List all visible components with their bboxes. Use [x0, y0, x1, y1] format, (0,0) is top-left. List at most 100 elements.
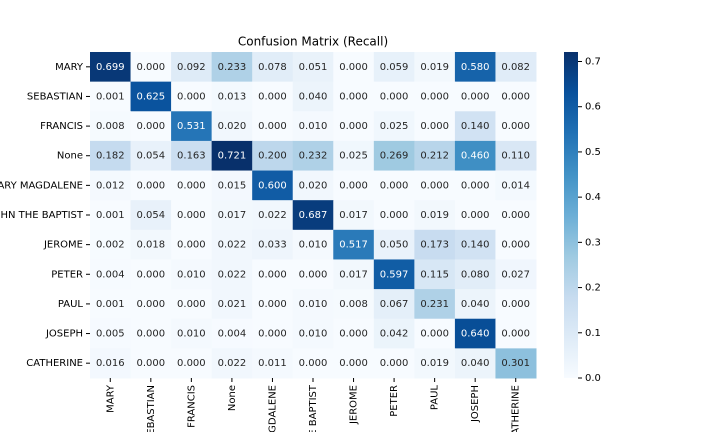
cell-label: 0.010: [299, 121, 328, 132]
cell-label: 0.140: [461, 121, 490, 132]
cell-label: 0.010: [299, 329, 328, 340]
heatmap-cell: [333, 259, 375, 290]
cell-label: 0.000: [177, 358, 206, 369]
cell-label: 0.000: [177, 240, 206, 251]
heatmap-cell: [252, 318, 294, 349]
cell-label: 0.022: [258, 210, 287, 221]
cell-label: 0.000: [136, 299, 165, 310]
cell-label: 0.040: [461, 299, 490, 310]
x-tick-label: PAUL: [430, 385, 441, 411]
heatmap-cell: [211, 140, 253, 172]
heatmap-cell: [454, 111, 496, 142]
cell-label: 0.232: [299, 151, 328, 162]
cell-label: 0.000: [177, 91, 206, 102]
cell-label: 0.033: [258, 240, 287, 251]
heatmap-cell: [414, 81, 456, 112]
cell-label: 0.597: [380, 269, 409, 280]
y-tick-label: FRANCIS: [40, 121, 83, 132]
heatmap-cell: [454, 140, 496, 172]
cell-label: 0.092: [177, 62, 206, 73]
cell-label: 0.000: [461, 210, 490, 221]
cell-label: 0.001: [96, 299, 125, 310]
cell-label: 0.640: [461, 329, 490, 340]
heatmap-cell: [292, 111, 334, 142]
heatmap-cell: [171, 200, 213, 231]
heatmap-cell: [90, 200, 132, 231]
cell-label: 0.015: [218, 180, 247, 191]
x-tick-label: MARY: [105, 384, 116, 413]
y-tick-label: SEBASTIAN: [27, 91, 83, 102]
heatmap-cell: [495, 170, 537, 201]
heatmap-cell: [211, 52, 253, 83]
cell-label: 0.110: [501, 151, 530, 162]
heatmap-cell: [292, 140, 334, 172]
heatmap-cell: [333, 81, 375, 112]
heatmap-cell: [171, 318, 213, 349]
heatmap-cell: [454, 229, 496, 260]
x-tick-label: JEROME: [349, 385, 360, 425]
heatmap-cell: [414, 170, 456, 201]
x-tick-label: SEBASTIAN: [146, 385, 157, 432]
heatmap-cell: [495, 289, 537, 320]
cell-label: 0.000: [501, 121, 530, 132]
heatmap-cell: [454, 170, 496, 201]
heatmap-cell: [454, 289, 496, 320]
heatmap-cell: [373, 170, 415, 201]
heatmap-cell: [333, 348, 375, 379]
colorbar-tick-label: 0.4: [585, 192, 601, 203]
cell-label: 0.173: [420, 240, 449, 251]
cell-label: 0.163: [177, 151, 206, 162]
heatmap-cell: [373, 259, 415, 290]
cell-label: 0.020: [299, 180, 328, 191]
heatmap-cell: [495, 200, 537, 231]
heatmap-cell: [333, 52, 375, 83]
cell-label: 0.000: [177, 210, 206, 221]
heatmap-cell: [252, 52, 294, 83]
cell-label: 0.010: [299, 240, 328, 251]
heatmap-cell: [373, 289, 415, 320]
heatmap-cell: [333, 318, 375, 349]
heatmap-cell: [292, 348, 334, 379]
heatmap-cell: [171, 140, 213, 172]
cell-label: 0.000: [177, 180, 206, 191]
x-tick-label: None: [227, 385, 238, 411]
heatmap-cell: [90, 289, 132, 320]
heatmap-cell: [454, 318, 496, 349]
cell-label: 0.017: [339, 269, 368, 280]
colorbar-tick-label: 0.2: [585, 283, 601, 294]
y-tick-label: None: [57, 151, 83, 162]
y-tick-label: JEROME: [43, 240, 83, 251]
cell-label: 0.182: [96, 151, 125, 162]
heatmap-cell: [373, 140, 415, 172]
heatmap-cell: [252, 111, 294, 142]
heatmap-cell: [130, 348, 172, 379]
heatmap-cell: [333, 289, 375, 320]
cell-label: 0.000: [136, 269, 165, 280]
heatmap-cell: [373, 348, 415, 379]
heatmap-cell: [90, 52, 132, 83]
heatmap-cell: [211, 200, 253, 231]
heatmap-cell: [211, 111, 253, 142]
cell-label: 0.012: [96, 180, 125, 191]
heatmap-cell: [130, 170, 172, 201]
heatmap-cell: [252, 81, 294, 112]
cell-label: 0.000: [136, 62, 165, 73]
heatmap-cell: [130, 200, 172, 231]
colorbar-tick-label: 0.7: [585, 56, 601, 67]
heatmap-cell: [90, 229, 132, 260]
cell-label: 0.010: [177, 329, 206, 340]
cell-label: 0.233: [218, 62, 247, 73]
heatmap-cell: [252, 229, 294, 260]
heatmap-cell: [373, 318, 415, 349]
heatmap-cell: [130, 318, 172, 349]
heatmap-cell: [495, 111, 537, 142]
cell-label: 0.000: [299, 269, 328, 280]
heatmap-cell: [211, 259, 253, 290]
cell-label: 0.231: [420, 299, 449, 310]
cell-label: 0.115: [420, 269, 449, 280]
heatmap-cell: [90, 111, 132, 142]
heatmap-cell: [171, 348, 213, 379]
cell-label: 0.000: [461, 91, 490, 102]
cell-label: 0.013: [218, 91, 247, 102]
heatmap-cell: [333, 111, 375, 142]
